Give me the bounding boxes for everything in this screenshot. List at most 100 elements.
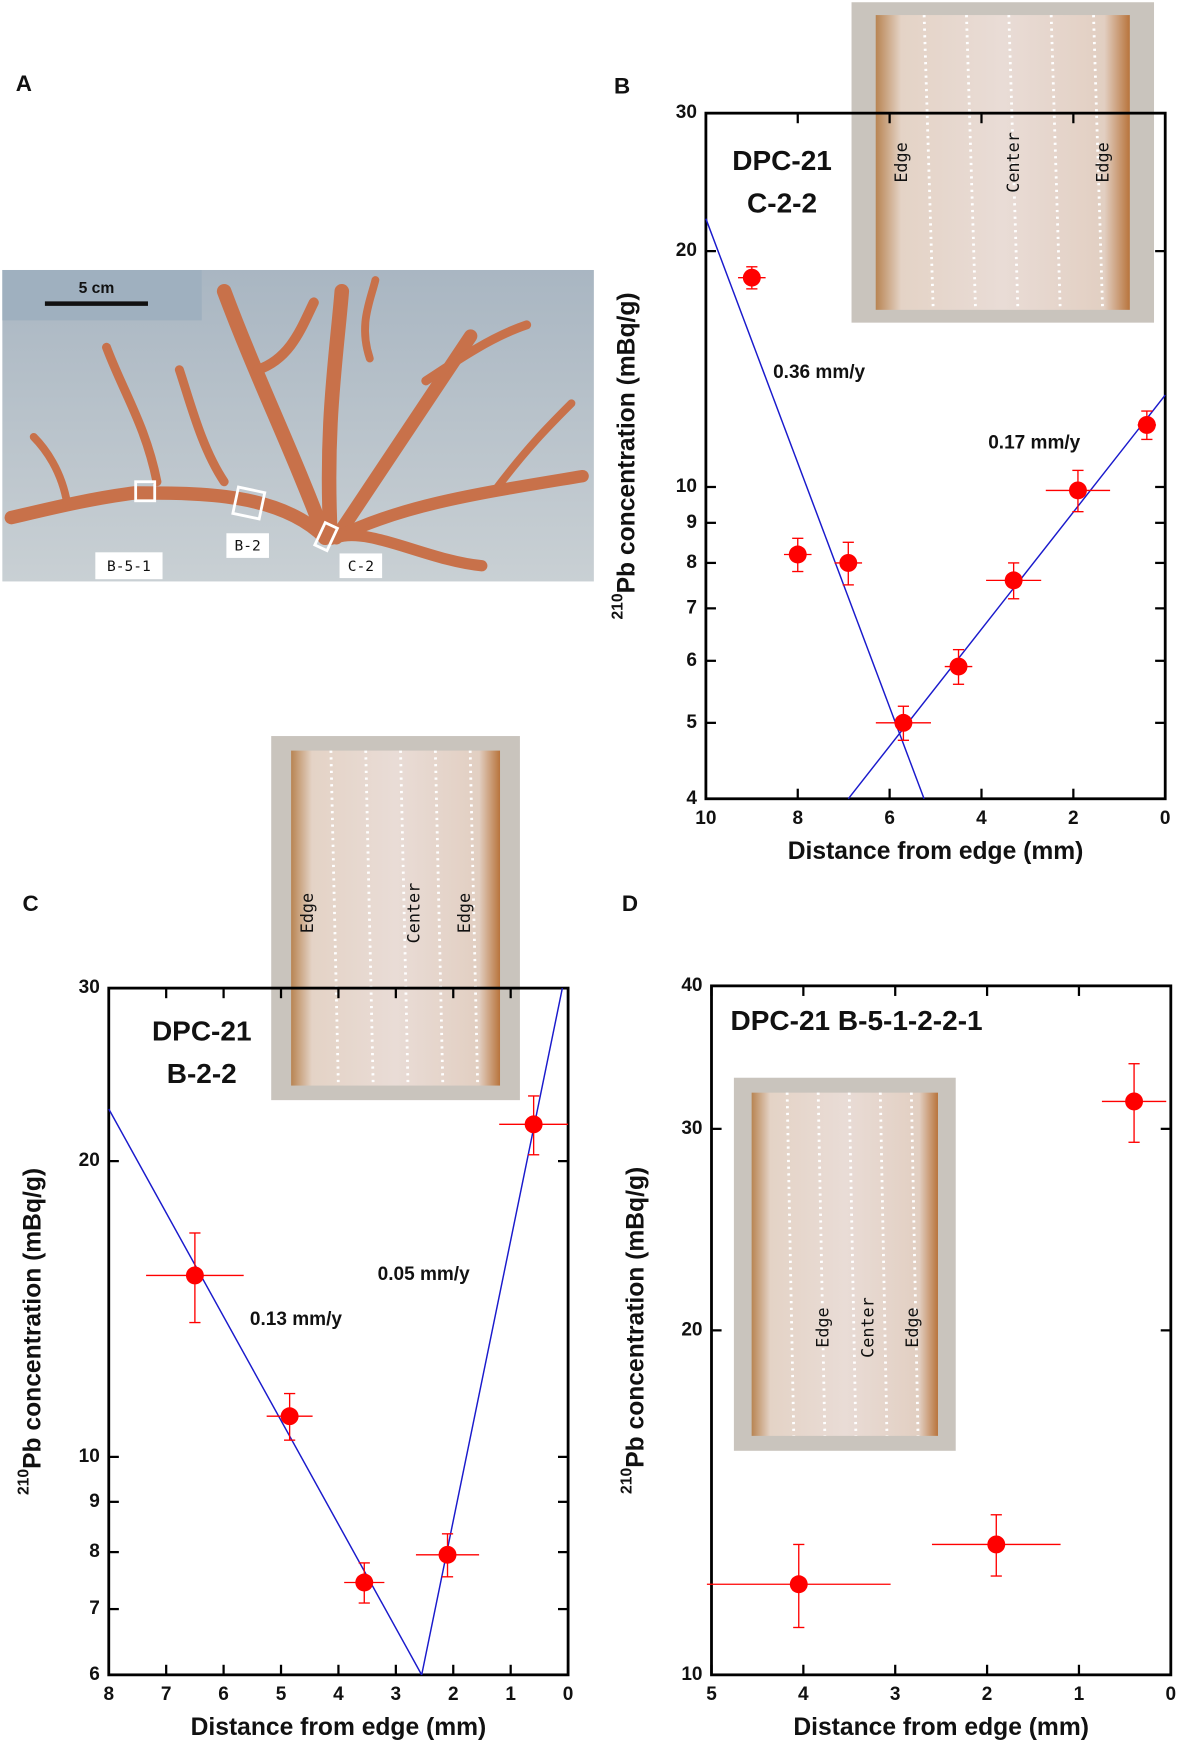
- y-axis-label-sup: 210: [610, 593, 627, 619]
- y-tick-label: 5: [686, 712, 697, 733]
- y-tick-label: 9: [686, 512, 697, 533]
- y-axis-label: 210Pb concentration (mBq/g): [610, 292, 640, 619]
- x-tick-label: 2: [448, 1684, 459, 1705]
- chart-title: C-2-2: [747, 187, 817, 218]
- y-axis-label-main: Pb concentration (mBq/g): [19, 1168, 46, 1469]
- inset-dotted-line: [329, 750, 340, 1086]
- data-point: [949, 657, 968, 676]
- inset-label: Edge: [902, 1307, 922, 1347]
- x-tick-label: 3: [890, 1684, 901, 1705]
- inset-dotted-line: [468, 750, 480, 1086]
- y-tick-label: 10: [79, 1446, 100, 1467]
- chart-title: DPC-21 B-5-1-2-2-1: [731, 1005, 983, 1036]
- y-axis-label-sup: 210: [619, 1468, 636, 1494]
- y-tick-label: 40: [681, 975, 702, 996]
- data-point: [524, 1115, 543, 1134]
- data-point: [1125, 1092, 1144, 1111]
- data-point: [280, 1407, 299, 1426]
- panel-letter: C: [23, 891, 39, 916]
- inset-dotted-line: [399, 750, 410, 1086]
- inset-dotted-line: [1049, 15, 1062, 310]
- x-tick-label: 5: [276, 1684, 287, 1705]
- site-label: B-2: [235, 538, 261, 555]
- scale-label: 5 cm: [79, 280, 115, 297]
- chart-title: DPC-21: [152, 1015, 252, 1046]
- panel-letter: D: [622, 891, 638, 916]
- panel-letter: A: [16, 71, 32, 96]
- fit-line: [705, 218, 925, 800]
- y-tick-label: 30: [79, 977, 100, 998]
- y-axis-label-main: Pb concentration (mBq/g): [613, 292, 640, 593]
- y-axis-label-sup: 210: [16, 1469, 33, 1495]
- coral-photo: A 5 cm B-5-1 B-2 C-2: [2, 71, 594, 582]
- fit-label: 0.13 mm/y: [250, 1309, 342, 1330]
- x-tick-label: 6: [218, 1684, 229, 1705]
- fit-label: 0.05 mm/y: [378, 1264, 470, 1285]
- inset-label: Edge: [454, 893, 474, 933]
- inset-label: Edge: [297, 893, 317, 933]
- x-tick-label: 4: [333, 1684, 344, 1705]
- inset-label: Edge: [1093, 142, 1113, 182]
- y-tick-label: 10: [681, 1664, 702, 1685]
- inset-label: Center: [857, 1297, 877, 1358]
- chart-title: DPC-21: [732, 145, 832, 176]
- x-tick-label: 8: [103, 1684, 114, 1705]
- fit-line: [847, 394, 1166, 800]
- plot-frame: [704, 111, 1167, 801]
- chart-title: B-2-2: [167, 1058, 237, 1089]
- data-point: [1068, 481, 1087, 500]
- fit-label: 0.36 mm/y: [773, 362, 865, 383]
- x-tick-label: 3: [391, 1684, 402, 1705]
- inset-dotted-line: [364, 750, 375, 1086]
- y-axis-label: 210Pb concentration (mBq/g): [16, 1168, 46, 1495]
- data-point: [789, 1575, 808, 1594]
- data-point: [1137, 415, 1156, 434]
- data-point: [839, 553, 858, 572]
- data-point: [185, 1266, 204, 1285]
- y-tick-label: 9: [89, 1491, 100, 1512]
- inset-dotted-line: [1007, 15, 1020, 310]
- y-tick-label: 20: [676, 240, 697, 261]
- x-axis-label: Distance from edge (mm): [793, 1714, 1089, 1741]
- data-point: [742, 268, 761, 287]
- fit-line: [108, 1108, 423, 1676]
- inset-slab: [875, 15, 1130, 310]
- y-tick-label: 6: [89, 1664, 100, 1685]
- y-tick-label: 7: [686, 597, 697, 618]
- data-point: [788, 545, 807, 564]
- inset-label: Center: [1003, 132, 1023, 193]
- inset-dotted-line: [922, 15, 935, 310]
- x-tick-label: 2: [1068, 808, 1079, 829]
- inset-dotted-line: [433, 750, 445, 1086]
- inset-label: Edge: [891, 142, 911, 182]
- data-point: [987, 1535, 1006, 1554]
- inset-dotted-line: [965, 15, 977, 310]
- panel-letter: B: [614, 73, 630, 98]
- y-tick-label: 20: [681, 1319, 702, 1340]
- data-point: [1004, 571, 1023, 590]
- x-tick-label: 1: [1074, 1684, 1085, 1705]
- x-tick-label: 4: [976, 808, 987, 829]
- y-tick-label: 7: [89, 1598, 100, 1619]
- x-axis-label: Distance from edge (mm): [191, 1714, 487, 1741]
- y-tick-label: 10: [676, 476, 697, 497]
- y-tick-label: 8: [686, 552, 697, 573]
- x-tick-label: 6: [884, 808, 895, 829]
- x-tick-label: 0: [1160, 808, 1171, 829]
- site-label: C-2: [348, 558, 374, 575]
- x-tick-label: 0: [563, 1684, 574, 1705]
- y-tick-label: 6: [686, 650, 697, 671]
- site-label: B-5-1: [107, 558, 151, 575]
- data-point: [438, 1545, 457, 1564]
- y-tick-label: 30: [676, 102, 697, 123]
- y-tick-label: 8: [89, 1541, 100, 1562]
- y-tick-label: 20: [79, 1150, 100, 1171]
- x-tick-label: 5: [706, 1684, 717, 1705]
- inset-dotted-line: [1092, 15, 1104, 310]
- y-tick-label: 4: [686, 788, 697, 809]
- x-tick-label: 7: [161, 1684, 172, 1705]
- y-tick-label: 30: [681, 1118, 702, 1139]
- x-tick-label: 8: [792, 808, 803, 829]
- data-point: [894, 713, 913, 732]
